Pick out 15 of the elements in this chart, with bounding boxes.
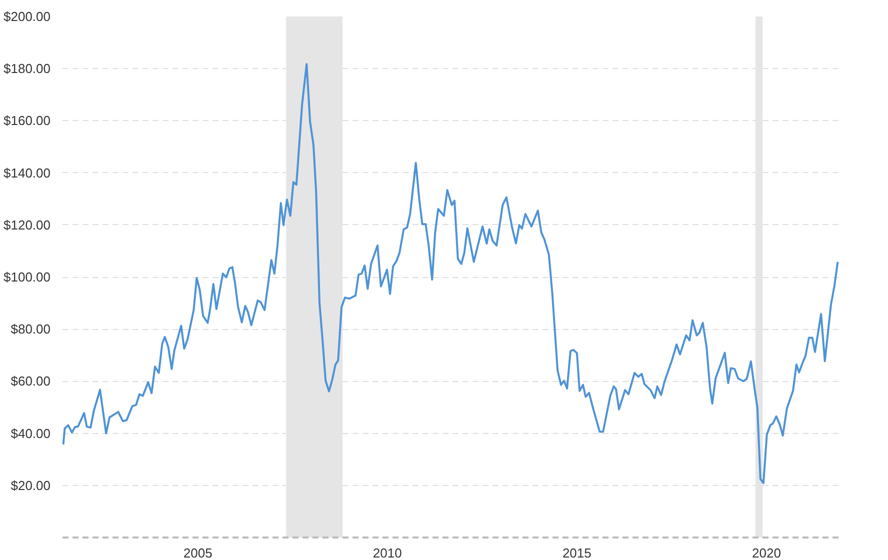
line-series [62, 63, 838, 484]
y-tick-label: $80.00 [10, 322, 51, 337]
y-tick-label: $60.00 [10, 374, 51, 389]
y-tick-label: $40.00 [10, 426, 51, 441]
y-tick-label: $180.00 [4, 61, 51, 76]
y-tick-label: $20.00 [10, 478, 51, 493]
y-tick-label: $200.00 [4, 9, 51, 24]
y-tick-label: $140.00 [4, 165, 51, 180]
y-tick-label: $120.00 [4, 217, 51, 232]
x-tick-label: 2020 [752, 546, 781, 560]
x-tick-label: 2010 [372, 546, 402, 560]
y-tick-label: $100.00 [4, 270, 51, 284]
y-tick-label: $160.00 [4, 113, 51, 128]
x-tick-label: 2005 [183, 546, 212, 560]
x-tick-label: 2015 [562, 546, 592, 560]
